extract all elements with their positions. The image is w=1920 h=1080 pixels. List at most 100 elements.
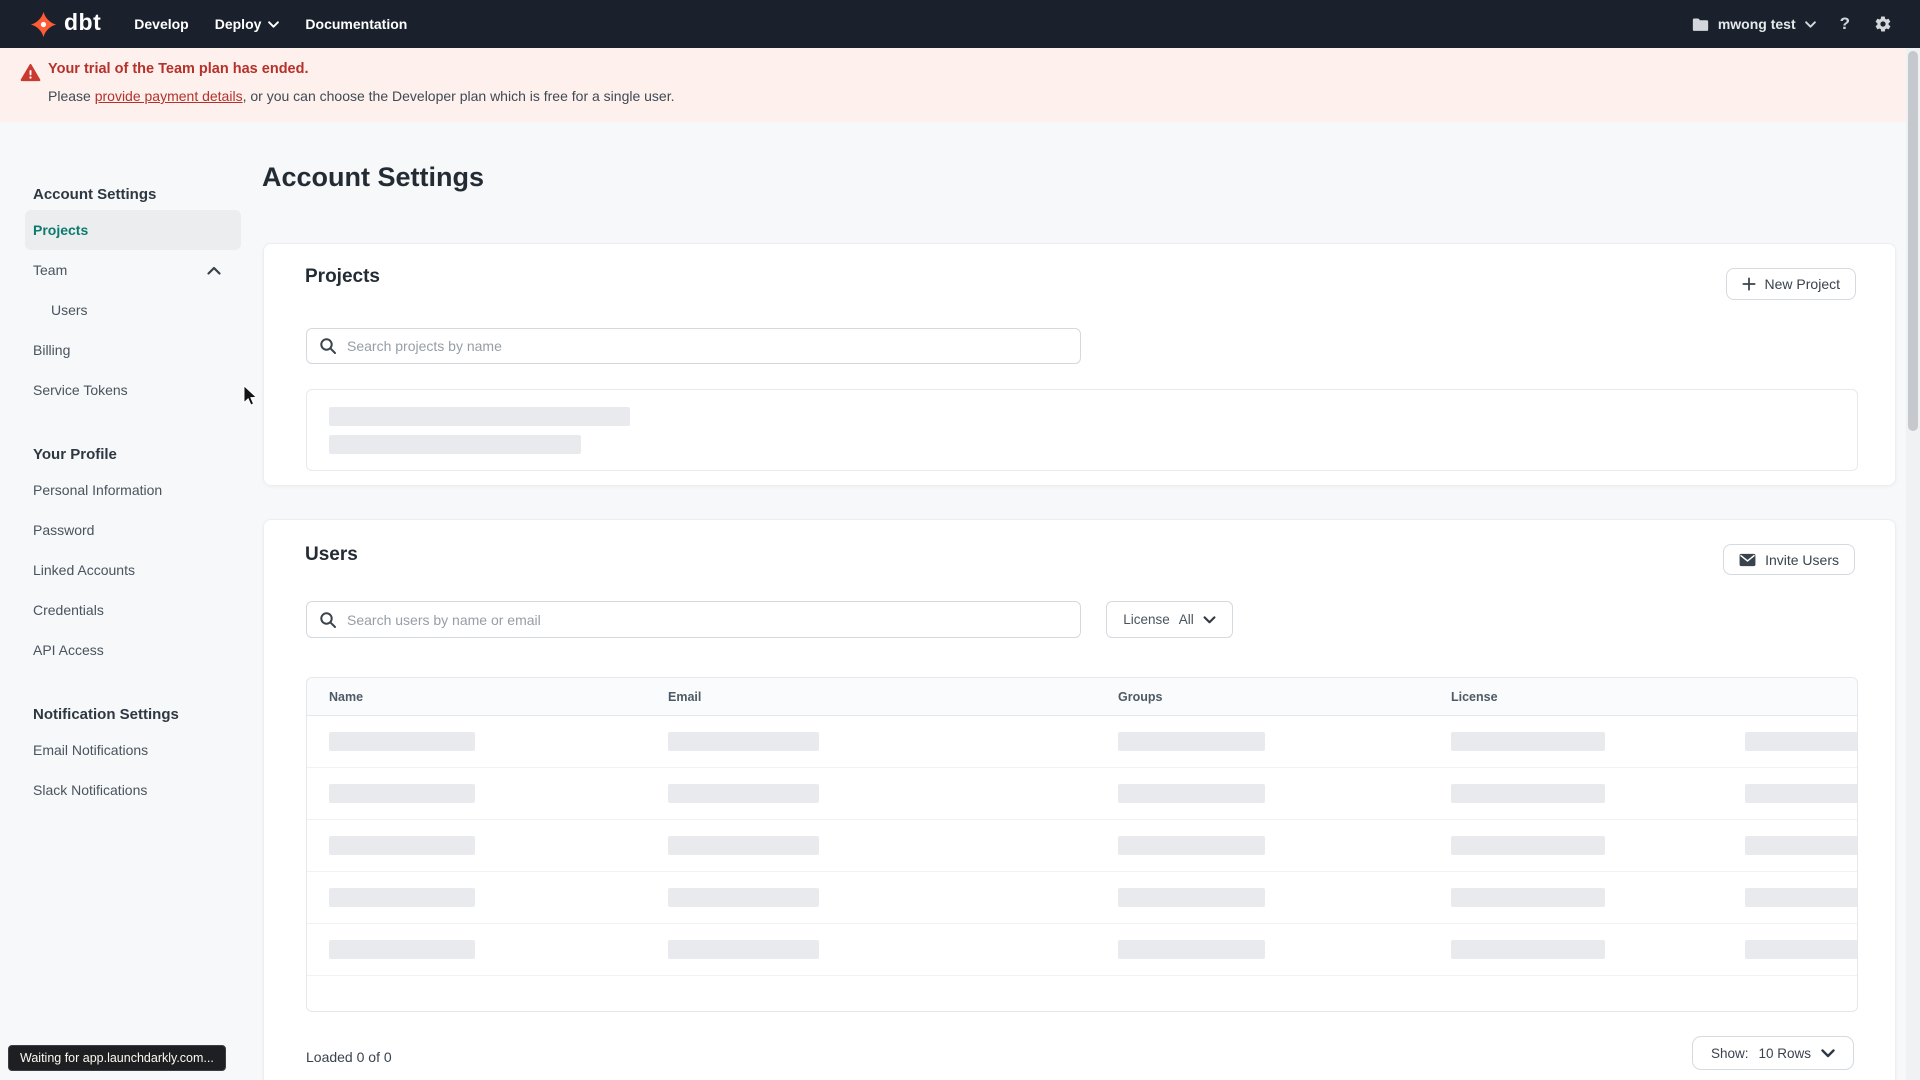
sidebar-item-label: Password — [33, 522, 95, 538]
projects-search — [306, 328, 1081, 364]
projects-heading: Projects — [305, 266, 380, 287]
table-row — [307, 872, 1857, 924]
sidebar-item-personal-information[interactable]: Personal Information — [25, 470, 241, 510]
skeleton-bar — [668, 732, 819, 751]
users-table: Name Email Groups License — [306, 677, 1858, 1012]
chevron-down-icon — [1804, 20, 1816, 28]
projects-loading-placeholder — [306, 389, 1858, 471]
sidebar-item-users[interactable]: Users — [25, 290, 241, 330]
skeleton-bar — [1118, 732, 1265, 751]
sidebar-item-service-tokens[interactable]: Service Tokens — [25, 370, 241, 410]
banner-title: Your trial of the Team plan has ended. — [48, 61, 309, 77]
dbt-logo-icon — [30, 11, 57, 37]
new-project-label: New Project — [1764, 276, 1840, 292]
skeleton-bar — [1451, 784, 1605, 803]
skeleton-bar — [1451, 732, 1605, 751]
nav-develop[interactable]: Develop — [134, 0, 188, 48]
search-icon — [320, 612, 336, 628]
users-search-input[interactable] — [306, 601, 1081, 638]
sidebar-item-billing[interactable]: Billing — [25, 330, 241, 370]
sidebar-item-label: Billing — [33, 342, 71, 358]
skeleton-bar — [329, 940, 475, 959]
provide-payment-details-link[interactable]: provide payment details — [94, 88, 243, 104]
projects-search-input[interactable] — [306, 328, 1081, 364]
nav-documentation-label: Documentation — [305, 16, 408, 32]
help-icon[interactable]: ? — [1839, 14, 1850, 33]
main-menu: Develop Deploy Documentation — [134, 0, 407, 48]
sidebar-item-label: Credentials — [33, 602, 104, 618]
skeleton-bar — [668, 888, 819, 907]
skeleton-bar — [1451, 940, 1605, 959]
skeleton-bar — [1118, 940, 1265, 959]
license-filter-label: License — [1123, 612, 1170, 627]
sidebar-item-linked-accounts[interactable]: Linked Accounts — [25, 550, 241, 590]
gear-icon[interactable] — [1874, 15, 1892, 33]
sidebar-item-api-access[interactable]: API Access — [25, 630, 241, 670]
column-header-groups: Groups — [1118, 690, 1163, 704]
table-row — [307, 768, 1857, 820]
skeleton-bar — [1745, 784, 1857, 803]
skeleton-bar — [329, 784, 475, 803]
users-search — [306, 601, 1081, 638]
skeleton-bar — [1118, 784, 1265, 803]
sidebar-item-label: Personal Information — [33, 482, 163, 498]
sidebar-item-team[interactable]: Team — [25, 250, 241, 290]
sidebar-item-label: Email Notifications — [33, 742, 149, 758]
sidebar-item-label: Linked Accounts — [33, 562, 135, 578]
browser-status-toast: Waiting for app.launchdarkly.com... — [8, 1045, 226, 1071]
sidebar-item-password[interactable]: Password — [25, 510, 241, 550]
page-scrollbar — [1906, 48, 1920, 1080]
trial-warning-banner: Your trial of the Team plan has ended. P… — [0, 48, 1920, 122]
skeleton-bar — [1451, 836, 1605, 855]
banner-body-suffix: , or you can choose the Developer plan w… — [242, 88, 675, 104]
folder-icon — [1692, 18, 1708, 31]
skeleton-bar — [668, 784, 819, 803]
warning-triangle-icon — [20, 64, 41, 82]
sidebar-heading-notification-settings: Notification Settings — [33, 706, 179, 723]
sidebar-heading-your-profile: Your Profile — [33, 446, 117, 463]
chevron-up-icon — [207, 266, 221, 275]
users-heading: Users — [305, 544, 358, 565]
sidebar-item-slack-notifications[interactable]: Slack Notifications — [25, 770, 241, 810]
new-project-button[interactable]: New Project — [1725, 268, 1856, 300]
nav-deploy-label: Deploy — [214, 16, 262, 32]
skeleton-bar — [1745, 940, 1857, 959]
nav-deploy[interactable]: Deploy — [215, 0, 280, 48]
envelope-icon — [1739, 553, 1756, 566]
sidebar-item-projects[interactable]: Projects — [25, 210, 241, 250]
skeleton-bar — [668, 940, 819, 959]
users-table-body — [307, 716, 1857, 976]
banner-body: Please provide payment details, or you c… — [48, 88, 675, 104]
account-name: mwong test — [1717, 16, 1796, 32]
skeleton-bar — [668, 836, 819, 855]
top-navbar: dbt Develop Deploy Documentation mwong t… — [0, 0, 1920, 48]
search-icon — [320, 338, 336, 354]
dbt-logo[interactable]: dbt — [30, 11, 101, 38]
skeleton-bar — [1451, 888, 1605, 907]
sidebar-item-label: Service Tokens — [33, 382, 128, 398]
skeleton-bar — [1118, 888, 1265, 907]
invite-users-button[interactable]: Invite Users — [1723, 544, 1855, 575]
nav-develop-label: Develop — [134, 16, 189, 32]
sidebar-item-label: Projects — [33, 222, 89, 238]
nav-documentation[interactable]: Documentation — [305, 0, 407, 48]
sidebar-item-email-notifications[interactable]: Email Notifications — [25, 730, 241, 770]
license-filter-dropdown[interactable]: License All — [1106, 601, 1233, 638]
skeleton-bar — [1118, 836, 1265, 855]
chevron-down-icon — [1821, 1048, 1835, 1057]
settings-sidebar: Account Settings Projects Team Users Bil… — [25, 178, 241, 810]
skeleton-bar — [329, 888, 475, 907]
table-row — [307, 924, 1857, 976]
scrollbar-thumb[interactable] — [1908, 51, 1918, 431]
sidebar-item-credentials[interactable]: Credentials — [25, 590, 241, 630]
column-header-email: Email — [668, 690, 702, 704]
license-filter-value: All — [1178, 612, 1194, 627]
account-switcher[interactable]: mwong test — [1692, 16, 1816, 32]
show-rows-dropdown[interactable]: Show: 10 Rows — [1691, 1036, 1854, 1070]
table-row — [307, 716, 1857, 768]
sidebar-item-label: API Access — [33, 642, 104, 658]
page-title: Account Settings — [262, 162, 485, 192]
navbar-right: mwong test ? — [1692, 0, 1892, 48]
skeleton-bar — [1745, 732, 1857, 751]
